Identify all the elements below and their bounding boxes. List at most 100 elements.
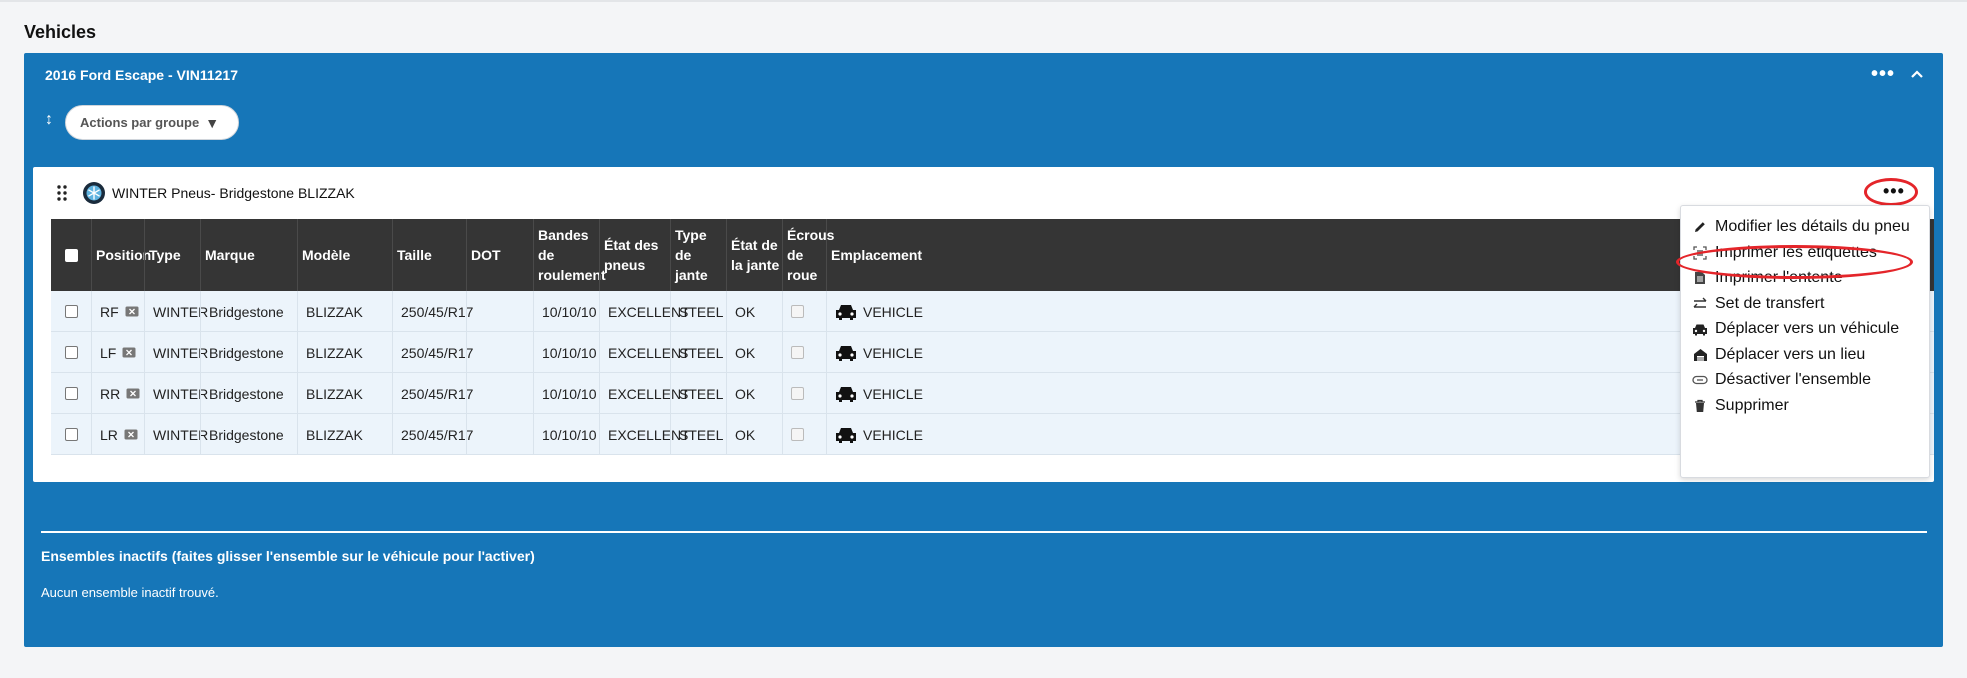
cell-tread: 10/10/10 <box>533 291 599 332</box>
rim_state-text: OK <box>735 303 756 320</box>
row-checkbox[interactable] <box>64 428 78 441</box>
cell-dot <box>466 332 533 373</box>
tread-text: 10/10/10 <box>542 344 597 361</box>
col-location: Emplacement <box>826 219 1356 291</box>
cell-model: BLIZZAK <box>297 332 392 373</box>
cell-tread: 10/10/10 <box>533 332 599 373</box>
menu-item-label: Déplacer vers un véhicule <box>1715 320 1900 337</box>
cell-position: LF <box>91 332 144 373</box>
remove-tag-icon[interactable] <box>125 306 139 317</box>
cell-rim_type: STEEL <box>670 332 726 373</box>
rim_state-text: OK <box>735 344 756 361</box>
col-tread: Bandes de roulement <box>533 219 606 291</box>
cell-model: BLIZZAK <box>297 291 392 332</box>
cell-location: VEHICLE <box>826 332 1356 373</box>
rim_state-text: OK <box>735 385 756 402</box>
select-all-cell <box>51 219 91 291</box>
cell-position: LR <box>91 414 144 455</box>
cell-type: WINTER <box>144 291 208 332</box>
car-icon <box>836 427 856 443</box>
cell-size: 250/45/R17 <box>392 332 473 373</box>
cell-location: VEHICLE <box>826 291 1356 332</box>
group-actions-button[interactable]: Actions par groupe ▼ <box>65 105 239 140</box>
cell-location: VEHICLE <box>826 373 1356 414</box>
cell-model: BLIZZAK <box>297 373 392 414</box>
row-select-cell <box>51 373 91 414</box>
annotation-ellipse <box>1676 245 1913 279</box>
chevron-up-icon[interactable] <box>1909 66 1925 82</box>
rim_type-text: STEEL <box>679 303 724 320</box>
tire-set-title: WINTER Pneus- Bridgestone BLIZZAK <box>112 185 355 201</box>
size-text: 250/45/R17 <box>401 344 474 361</box>
drag-handle-icon[interactable] <box>57 185 67 201</box>
cell-size: 250/45/R17 <box>392 414 473 455</box>
link-off-icon <box>1691 371 1709 389</box>
car-icon <box>836 386 856 402</box>
menu-item-label: Supprimer <box>1715 397 1789 414</box>
menu-item-label: Modifier les détails du pneu <box>1715 218 1910 235</box>
table-header: Position Type Marque Modèle Taille DOT B… <box>51 219 1934 291</box>
page-title: Vehicles <box>24 22 97 42</box>
location-text: VEHICLE <box>863 303 923 320</box>
cell-tire_state: EXCELLENT <box>599 373 690 414</box>
brand-text: Bridgestone <box>209 385 284 402</box>
cell-dot <box>466 414 533 455</box>
car-icon <box>1691 320 1709 338</box>
remove-tag-icon[interactable] <box>122 347 136 358</box>
caret-down-icon: ▼ <box>205 114 220 131</box>
lug-nuts-checkbox <box>791 428 804 441</box>
size-text: 250/45/R17 <box>401 303 474 320</box>
cell-tread: 10/10/10 <box>533 414 599 455</box>
inactive-sets-empty: Aucun ensemble inactif trouvé. <box>41 585 219 600</box>
type-text: WINTER <box>153 303 209 320</box>
cell-brand: Bridgestone <box>200 373 297 414</box>
warehouse-icon <box>1691 346 1709 364</box>
select-all-checkbox[interactable] <box>64 248 78 262</box>
vehicle-title: 2016 Ford Escape - VIN11217 <box>45 67 238 83</box>
car-icon <box>836 345 856 361</box>
document-icon <box>1691 269 1709 287</box>
menu-item-move-to-vehicle[interactable]: Déplacer vers un véhicule <box>1691 316 1899 342</box>
remove-tag-icon[interactable] <box>126 388 140 399</box>
cell-rim_type: STEEL <box>670 414 726 455</box>
col-type: Type <box>144 219 200 291</box>
group-actions-label: Actions par groupe <box>80 115 200 130</box>
row-checkbox[interactable] <box>64 387 78 400</box>
menu-item-move-to-location[interactable]: Déplacer vers un lieu <box>1691 342 1865 368</box>
cell-brand: Bridgestone <box>200 414 297 455</box>
model-text: BLIZZAK <box>306 344 363 361</box>
menu-item-transfer[interactable]: Set de transfert <box>1691 291 1824 317</box>
brand-text: Bridgestone <box>209 344 284 361</box>
vehicle-more-options-icon[interactable]: ••• <box>1870 63 1895 85</box>
sort-icon[interactable]: ↕ <box>45 111 53 128</box>
size-text: 250/45/R17 <box>401 426 474 443</box>
cell-model: BLIZZAK <box>297 414 392 455</box>
menu-item-edit[interactable]: Modifier les détails du pneu <box>1691 214 1910 240</box>
remove-tag-icon[interactable] <box>124 429 138 440</box>
tread-text: 10/10/10 <box>542 426 597 443</box>
menu-item-deactivate[interactable]: Désactiver l'ensemble <box>1691 367 1871 393</box>
menu-item-delete[interactable]: Supprimer <box>1691 393 1789 419</box>
cell-dot <box>466 373 533 414</box>
menu-item-label: Déplacer vers un lieu <box>1715 346 1866 363</box>
cell-type: WINTER <box>144 414 208 455</box>
lug-nuts-cell <box>782 373 826 414</box>
model-text: BLIZZAK <box>306 426 363 443</box>
row-checkbox[interactable] <box>64 305 78 318</box>
rim_type-text: STEEL <box>679 385 724 402</box>
table-row: LF WINTER Bridgestone BLIZZAK 250/45/R17 10/1… <box>51 332 1934 373</box>
col-dot: DOT <box>466 219 533 291</box>
tire_state-text: EXCELLENT <box>608 426 690 443</box>
model-text: BLIZZAK <box>306 303 363 320</box>
inactive-sets-title: Ensembles inactifs (faites glisser l'ens… <box>41 548 535 564</box>
cell-position: RR <box>91 373 144 414</box>
cell-tire_state: EXCELLENT <box>599 291 690 332</box>
rim_state-text: OK <box>735 426 756 443</box>
col-rim-type: Type de jante <box>670 219 726 291</box>
location-text: VEHICLE <box>863 426 923 443</box>
cell-brand: Bridgestone <box>200 332 297 373</box>
row-checkbox[interactable] <box>64 346 78 359</box>
position-text: RF <box>100 303 119 320</box>
position-text: LR <box>100 426 118 443</box>
cell-tread: 10/10/10 <box>533 373 599 414</box>
